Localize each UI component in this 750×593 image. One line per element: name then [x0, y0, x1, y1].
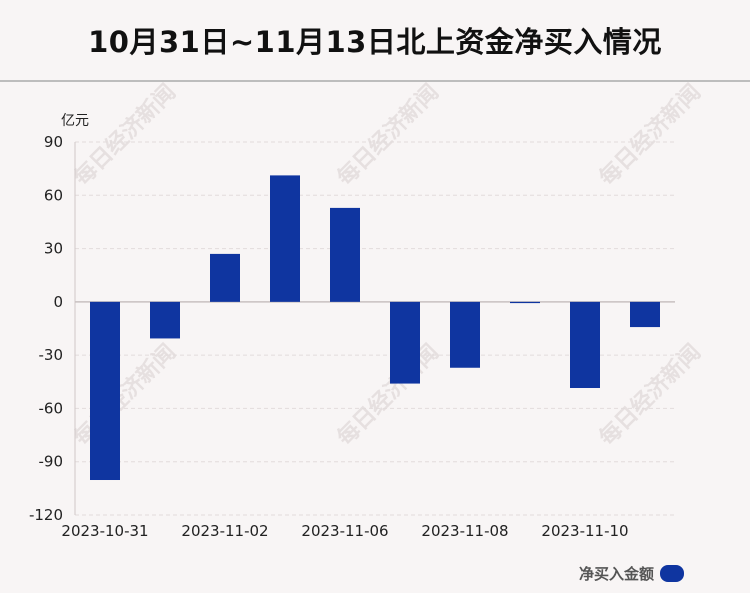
bar — [90, 301, 120, 481]
bar — [450, 301, 480, 368]
y-tick-label: -120 — [29, 506, 63, 524]
watermark: 每日经济新闻 — [332, 79, 444, 191]
bar — [210, 253, 240, 302]
y-unit-label: 亿元 — [61, 113, 89, 129]
legend: 净买入金额 — [579, 563, 684, 584]
y-tick-labels: 90 60 30 0 -30 -60 -90 -120 — [29, 133, 63, 524]
y-tick-label: 60 — [44, 186, 63, 204]
bar — [510, 301, 540, 304]
bar — [390, 301, 420, 384]
title-divider — [0, 80, 750, 82]
bar — [330, 207, 360, 302]
y-tick-label: -60 — [39, 399, 64, 417]
legend-label: 净买入金额 — [578, 565, 654, 583]
y-tick-label: -30 — [39, 346, 64, 364]
y-tick-label: 0 — [53, 293, 63, 311]
bar — [150, 301, 180, 339]
y-tick-label: 90 — [44, 133, 63, 151]
y-tick-label: 30 — [44, 240, 63, 258]
bar — [270, 175, 300, 302]
y-tick-label: -90 — [39, 453, 64, 471]
watermark: 每日经济新闻 — [69, 339, 181, 451]
chart-title: 10月31日~11月13日北上资金净买入情况 — [88, 25, 662, 59]
watermark: 每日经济新闻 — [594, 79, 706, 191]
x-tick-label: 2023-11-08 — [421, 522, 508, 540]
legend-swatch — [660, 565, 684, 582]
bar — [570, 301, 600, 389]
x-tick-label: 2023-11-10 — [541, 522, 628, 540]
x-tick-label: 2023-11-06 — [301, 522, 388, 540]
watermark: 每日经济新闻 — [69, 79, 181, 191]
watermark: 每日经济新闻 — [594, 339, 706, 451]
x-tick-label: 2023-10-31 — [61, 522, 148, 540]
x-tick-label: 2023-11-02 — [181, 522, 268, 540]
x-tick-labels: 2023-10-31 2023-11-02 2023-11-06 2023-11-08… — [61, 522, 628, 540]
bar — [630, 301, 660, 328]
bars — [90, 175, 660, 481]
watermark: 每日经济新闻 — [332, 339, 444, 451]
